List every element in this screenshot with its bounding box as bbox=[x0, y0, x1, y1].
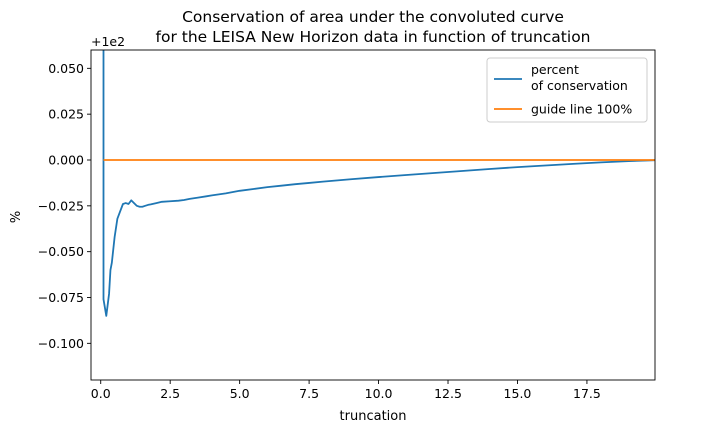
y-tick-label: 0.050 bbox=[48, 61, 84, 76]
y-tick-label: 0.000 bbox=[48, 153, 84, 168]
plot-area-frame bbox=[90, 49, 656, 381]
y-axis-ticks: 0.050 0.025 0.000 −0.025 −0.050 −0.075 −0.100 bbox=[38, 61, 91, 351]
y-tick-label: −0.075 bbox=[38, 290, 84, 305]
series-line-percent-of-conservation bbox=[102, 50, 655, 317]
x-tick-label: 0.0 bbox=[91, 386, 111, 401]
chart-title-line-2: for the LEISA New Horizon data in functi… bbox=[156, 28, 591, 46]
x-tick-label: 2.5 bbox=[160, 386, 180, 401]
chart-title-line-1: Conservation of area under the convolute… bbox=[182, 8, 564, 26]
legend-label: percent bbox=[531, 62, 579, 77]
x-tick-label: 15.0 bbox=[504, 386, 532, 401]
plot-series bbox=[102, 50, 655, 317]
x-axis-label: truncation bbox=[340, 409, 407, 424]
x-tick-label: 5.0 bbox=[230, 386, 250, 401]
x-axis-ticks: 0.0 2.5 5.0 7.5 10.0 12.5 15.0 17.5 bbox=[91, 380, 601, 401]
x-tick-label: 10.0 bbox=[365, 386, 393, 401]
y-axis-offset-label: +1e2 bbox=[91, 34, 125, 49]
y-tick-label: −0.025 bbox=[38, 198, 84, 213]
x-tick-label: 12.5 bbox=[434, 386, 462, 401]
legend-label: of conservation bbox=[531, 78, 628, 93]
y-tick-label: −0.100 bbox=[38, 336, 84, 351]
legend-box bbox=[486, 57, 648, 123]
legend-label: guide line 100% bbox=[531, 102, 632, 117]
y-tick-label: −0.050 bbox=[38, 244, 84, 259]
x-tick-label: 17.5 bbox=[573, 386, 601, 401]
y-axis-label: % bbox=[9, 211, 24, 223]
x-tick-label: 7.5 bbox=[299, 386, 319, 401]
y-tick-label: 0.025 bbox=[48, 107, 84, 122]
